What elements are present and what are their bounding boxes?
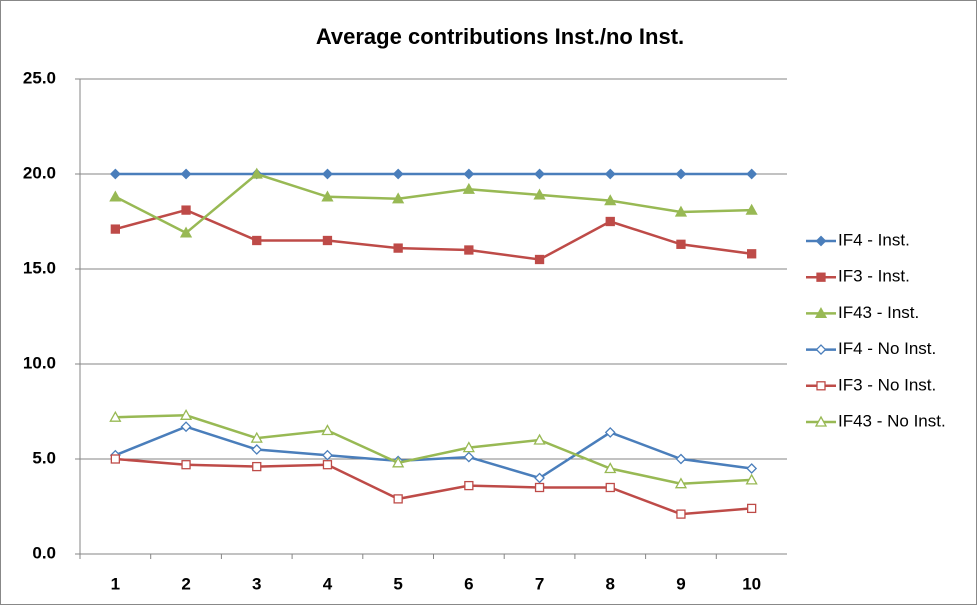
marker [675, 168, 687, 180]
legend-label: IF4 - Inst. [838, 230, 910, 249]
marker [464, 480, 474, 491]
marker [109, 410, 122, 422]
marker [392, 192, 405, 204]
marker [250, 167, 263, 179]
legend-label: IF43 - No Inst. [838, 411, 946, 430]
marker [181, 460, 191, 470]
x-tick-label: 7 [535, 574, 544, 593]
marker [322, 449, 333, 461]
series-line [115, 457, 752, 516]
marker [110, 454, 120, 464]
marker [110, 224, 120, 234]
marker [814, 307, 828, 319]
marker [109, 168, 121, 180]
x-tick-label: 6 [464, 574, 473, 593]
marker [321, 190, 334, 202]
marker [181, 205, 191, 215]
marker [604, 462, 617, 474]
x-tick-label: 9 [676, 574, 685, 593]
marker [605, 216, 615, 227]
marker [747, 503, 757, 514]
series-line [114, 172, 752, 235]
x-tick-label: 3 [252, 574, 261, 593]
x-tick-label: 1 [111, 574, 120, 593]
marker [745, 473, 758, 485]
marker [534, 168, 545, 180]
series-line [114, 425, 752, 480]
chart-title: Average contributions Inst./no Inst. [316, 24, 684, 49]
marker [322, 460, 333, 470]
marker [462, 441, 475, 453]
marker [252, 235, 262, 246]
marker [605, 482, 615, 493]
marker [747, 249, 757, 259]
marker [250, 431, 263, 443]
marker [534, 482, 545, 493]
marker [816, 381, 826, 391]
marker [814, 415, 828, 427]
x-tick-label: 8 [606, 574, 615, 593]
marker [322, 235, 333, 246]
marker [676, 239, 686, 249]
marker [109, 190, 122, 202]
marker [604, 168, 616, 180]
series-line [115, 414, 752, 485]
marker [533, 433, 546, 445]
marker [462, 182, 475, 194]
marker [815, 235, 827, 247]
y-tick-label: 10.0 [23, 353, 56, 372]
marker [252, 461, 262, 472]
marker [815, 344, 827, 356]
marker [322, 168, 333, 180]
marker [746, 463, 758, 474]
legend-label: IF4 - No Inst. [838, 339, 936, 358]
y-tick-label: 25.0 [23, 68, 56, 87]
legend-label: IF43 - Inst. [838, 303, 919, 322]
marker [393, 243, 403, 253]
marker [675, 453, 687, 465]
marker [393, 494, 403, 504]
marker [392, 168, 404, 180]
marker [251, 444, 263, 455]
legend-label: IF3 - Inst. [838, 267, 910, 286]
marker [676, 509, 686, 519]
marker [533, 188, 546, 200]
marker [464, 245, 474, 255]
y-tick-label: 5.0 [32, 448, 56, 467]
marker [604, 194, 617, 206]
marker [674, 205, 688, 217]
marker [463, 168, 475, 180]
marker [392, 456, 405, 468]
y-tick-label: 15.0 [23, 258, 56, 277]
y-tick-label: 20.0 [23, 163, 56, 182]
marker [816, 272, 826, 282]
marker [179, 408, 193, 420]
marker [746, 168, 758, 180]
marker [604, 426, 616, 438]
marker [321, 424, 334, 436]
x-tick-label: 4 [323, 574, 333, 593]
marker [180, 421, 192, 433]
x-tick-label: 10 [742, 574, 761, 593]
marker [180, 168, 192, 180]
y-tick-label: 0.0 [32, 543, 56, 562]
marker [534, 254, 545, 265]
x-tick-label: 2 [181, 574, 190, 593]
x-tick-label: 5 [393, 574, 402, 593]
marker [674, 477, 688, 489]
marker [463, 451, 475, 463]
marker [534, 472, 545, 484]
series-line [115, 208, 752, 261]
marker [179, 226, 193, 238]
legend-label: IF3 - No Inst. [838, 375, 936, 394]
marker [745, 203, 758, 215]
